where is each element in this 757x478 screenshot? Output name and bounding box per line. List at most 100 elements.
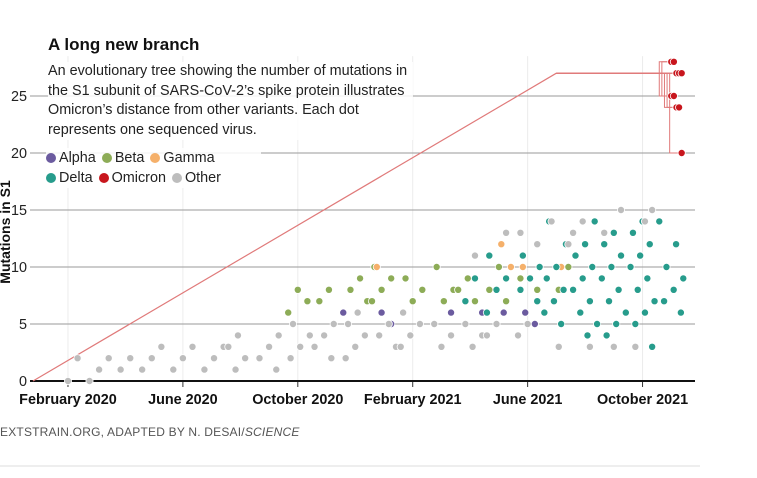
- y-tick-label: 15: [11, 203, 27, 219]
- dot: [675, 103, 684, 112]
- dot: [585, 297, 594, 306]
- dot: [482, 308, 491, 317]
- dot: [231, 365, 240, 374]
- dot: [286, 354, 295, 363]
- dot: [677, 69, 686, 78]
- dot: [588, 262, 597, 271]
- omicron-branch-line: [556, 61, 674, 74]
- omicron-branch-line: [556, 72, 674, 97]
- legend-swatch: [98, 173, 109, 183]
- legend-swatch: [46, 153, 56, 163]
- dot: [157, 342, 166, 351]
- dot: [353, 308, 362, 317]
- dot: [552, 262, 561, 271]
- legend-label: Other: [184, 170, 221, 186]
- legend-swatch: [46, 173, 56, 183]
- dot: [626, 262, 635, 271]
- dot: [377, 285, 386, 294]
- dot: [518, 262, 527, 271]
- omicron-branch-line: [556, 61, 672, 74]
- dot: [506, 262, 515, 271]
- dot: [200, 365, 209, 374]
- x-tick-label: February 2021: [364, 392, 462, 408]
- dot: [492, 319, 501, 328]
- dot: [116, 365, 125, 374]
- legend-label: Alpha: [59, 150, 96, 166]
- dot: [518, 251, 527, 260]
- dot: [344, 319, 353, 328]
- dot: [569, 285, 578, 294]
- dot: [406, 331, 415, 340]
- dot: [578, 274, 587, 283]
- dot: [640, 217, 649, 226]
- dot: [447, 331, 456, 340]
- dot: [631, 342, 640, 351]
- dot: [581, 240, 590, 249]
- dot: [329, 319, 338, 328]
- dot: [521, 308, 530, 317]
- dot: [396, 342, 405, 351]
- dot: [255, 354, 264, 363]
- dot: [310, 342, 319, 351]
- omicron-branch-line: [556, 72, 672, 97]
- y-axis-label: Mutations in S1: [0, 180, 13, 284]
- dot: [377, 308, 386, 317]
- dot: [233, 331, 242, 340]
- dot: [485, 251, 494, 260]
- y-tick-label: 0: [19, 374, 27, 390]
- dot: [578, 217, 587, 226]
- dot: [401, 274, 410, 283]
- dot: [648, 205, 657, 214]
- omicron-branch-line: [556, 72, 680, 108]
- dot: [324, 285, 333, 294]
- dot: [387, 274, 396, 283]
- dot: [547, 217, 556, 226]
- dot: [617, 205, 626, 214]
- dot: [439, 297, 448, 306]
- dot: [470, 274, 479, 283]
- legend-item: Gamma: [150, 148, 215, 168]
- dot: [470, 297, 479, 306]
- dot: [569, 228, 578, 237]
- dot: [482, 331, 491, 340]
- credit: EXTSTRAIN.ORG, ADAPTED BY N. DESAI/SCIEN…: [0, 425, 300, 439]
- omicron-branch-line: [556, 72, 682, 154]
- dot: [533, 297, 542, 306]
- dot: [554, 342, 563, 351]
- legend-item: Delta: [46, 168, 93, 188]
- legend-swatch: [150, 153, 161, 163]
- dot: [315, 297, 324, 306]
- dot: [530, 319, 539, 328]
- dot: [147, 354, 156, 363]
- dot: [447, 308, 456, 317]
- legend-item: Alpha: [46, 148, 96, 168]
- chart-title: A long new branch: [48, 35, 200, 54]
- legend-item: Omicron: [98, 168, 166, 188]
- dot: [418, 285, 427, 294]
- dot: [614, 285, 623, 294]
- dot: [612, 319, 621, 328]
- dot: [645, 240, 654, 249]
- dot: [502, 228, 511, 237]
- dot: [535, 262, 544, 271]
- dot: [399, 308, 408, 317]
- omicron-branch-line: [556, 72, 677, 108]
- dot: [609, 342, 618, 351]
- x-tick-label: October 2020: [252, 392, 343, 408]
- dot: [305, 331, 314, 340]
- dot: [485, 285, 494, 294]
- dot: [272, 365, 281, 374]
- credit-text: EXTSTRAIN.ORG, ADAPTED BY N. DESAI/: [0, 425, 245, 439]
- dot: [617, 251, 626, 260]
- dot: [631, 319, 640, 328]
- dot: [494, 262, 503, 271]
- dot: [557, 319, 566, 328]
- legend-label: Delta: [59, 170, 93, 186]
- credit-source: SCIENCE: [244, 425, 300, 439]
- dot: [497, 240, 506, 249]
- dot: [126, 354, 135, 363]
- dot: [542, 274, 551, 283]
- dot: [559, 285, 568, 294]
- dot: [188, 342, 197, 351]
